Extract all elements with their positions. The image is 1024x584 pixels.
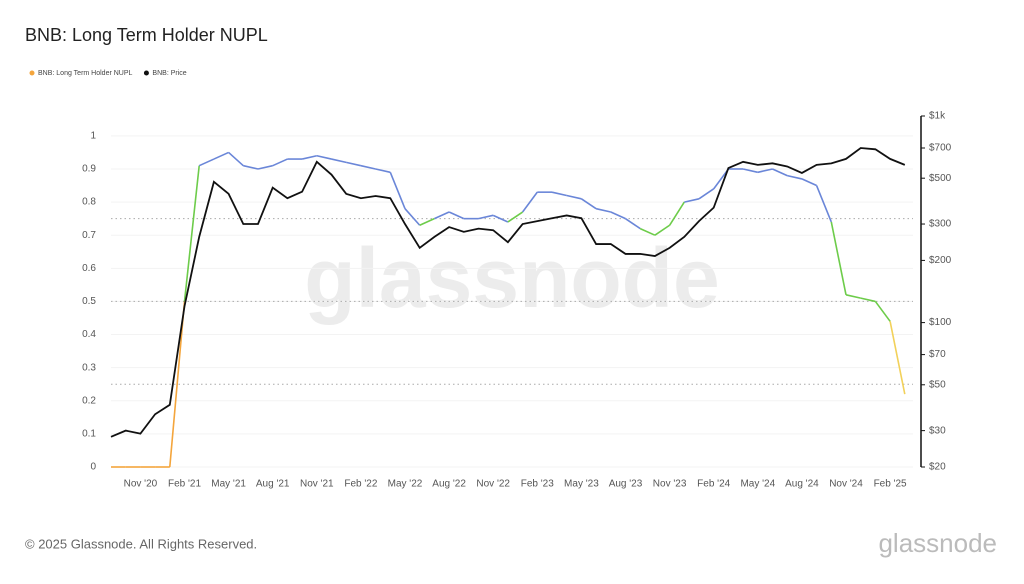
nupl-segment (375, 168, 391, 174)
x-tick-label: Nov '22 (476, 479, 510, 490)
legend-marker (29, 70, 35, 76)
nupl-segment (625, 217, 641, 230)
x-tick-label: Aug '23 (609, 479, 643, 490)
x-tick-label: Nov '21 (300, 479, 334, 490)
nupl-segment (257, 164, 273, 170)
nupl-segment (639, 227, 656, 236)
nupl-segment (772, 168, 788, 177)
x-tick-label: Aug '24 (785, 479, 819, 490)
nupl-segment (507, 211, 524, 223)
nupl-segment (801, 178, 817, 187)
nupl-segment (742, 168, 758, 174)
price-line (110, 147, 906, 438)
nupl-segment (272, 158, 288, 167)
nupl-segment (448, 211, 465, 220)
y-tick-label: 0.9 (82, 164, 96, 175)
nupl-segment (830, 221, 847, 295)
y-tick-label: 0.1 (82, 429, 96, 440)
x-tick-label: Aug '22 (432, 479, 466, 490)
legend-marker (143, 70, 149, 76)
nupl-segment (169, 301, 186, 468)
nupl-segment (551, 191, 567, 197)
nupl-segment (243, 164, 259, 170)
nupl-segment (698, 188, 715, 200)
nupl-segment (654, 224, 671, 236)
logo: glassnode (878, 528, 997, 558)
x-tick-label: Nov '20 (124, 479, 158, 490)
x-tick-label: Nov '24 (829, 479, 863, 490)
y2-tick-label: $50 (929, 379, 946, 390)
nupl-segment (434, 211, 450, 220)
nupl-segment (787, 174, 803, 180)
legend-label: BNB: Price (152, 70, 186, 77)
y-tick-label: 0 (90, 462, 96, 473)
nupl-segment (595, 207, 611, 213)
x-tick-label: May '21 (211, 479, 246, 490)
y2-tick-label: $200 (929, 255, 952, 266)
nupl-segment (346, 161, 362, 167)
nupl-segment (684, 198, 700, 203)
y-tick-label: 0.4 (82, 329, 96, 340)
y-tick-label: 0.7 (82, 230, 96, 241)
chart-title: BNB: Long Term Holder NUPL (25, 25, 268, 45)
y-tick-label: 0.2 (82, 395, 96, 406)
nupl-segment (668, 201, 685, 226)
nupl-segment (815, 185, 833, 223)
nupl-segment (316, 154, 332, 160)
x-tick-label: Feb '21 (168, 479, 201, 490)
x-tick-label: Feb '25 (874, 479, 907, 490)
nupl-segment (874, 300, 891, 322)
nupl-segment (389, 171, 406, 210)
x-tick-label: May '24 (740, 479, 775, 490)
nupl-segment (419, 217, 435, 227)
y2-tick-label: $1k (929, 111, 946, 122)
footer: © 2025 Glassnode. All Rights Reserved. (25, 536, 257, 551)
y2-tick-label: $700 (929, 143, 952, 154)
nupl-segment (228, 151, 244, 167)
nupl-segment (566, 194, 582, 200)
y-tick-label: 1 (90, 131, 96, 142)
x-tick-label: May '22 (388, 479, 423, 490)
nupl-segment (213, 151, 229, 160)
nupl-segment (757, 168, 773, 174)
x-tick-label: Feb '22 (344, 479, 377, 490)
nupl-segment (889, 321, 906, 395)
x-tick-label: May '23 (564, 479, 599, 490)
x-tick-label: Feb '24 (697, 479, 730, 490)
nupl-segment (198, 158, 215, 167)
y2-tick-label: $100 (929, 317, 952, 328)
y2-tick-label: $300 (929, 219, 952, 230)
nupl-segment (478, 214, 494, 220)
y2-tick-label: $20 (929, 462, 946, 473)
nupl-segment (860, 297, 876, 303)
y2-tick-label: $70 (929, 349, 946, 360)
y-tick-label: 0.5 (82, 296, 96, 307)
nupl-segment (580, 198, 597, 210)
x-tick-label: Feb '23 (521, 479, 554, 490)
watermark: glassnode (304, 231, 719, 325)
y2-tick-label: $500 (929, 173, 952, 184)
nupl-segment (301, 154, 317, 160)
nupl-segment (845, 294, 861, 299)
y-tick-label: 0.6 (82, 263, 96, 274)
nupl-segment (331, 158, 347, 164)
legend-label: BNB: Long Term Holder NUPL (38, 70, 133, 77)
nupl-segment (521, 191, 538, 213)
x-tick-label: Aug '21 (256, 479, 290, 490)
x-tick-label: Nov '23 (653, 479, 687, 490)
nupl-segment (183, 165, 200, 302)
y2-tick-label: $30 (929, 425, 946, 436)
y-tick-label: 0.8 (82, 197, 96, 208)
nupl-segment (610, 211, 626, 220)
y-tick-label: 0.3 (82, 362, 96, 373)
nupl-segment (492, 214, 509, 223)
nupl-segment (360, 164, 376, 170)
nupl-segment (404, 208, 421, 226)
